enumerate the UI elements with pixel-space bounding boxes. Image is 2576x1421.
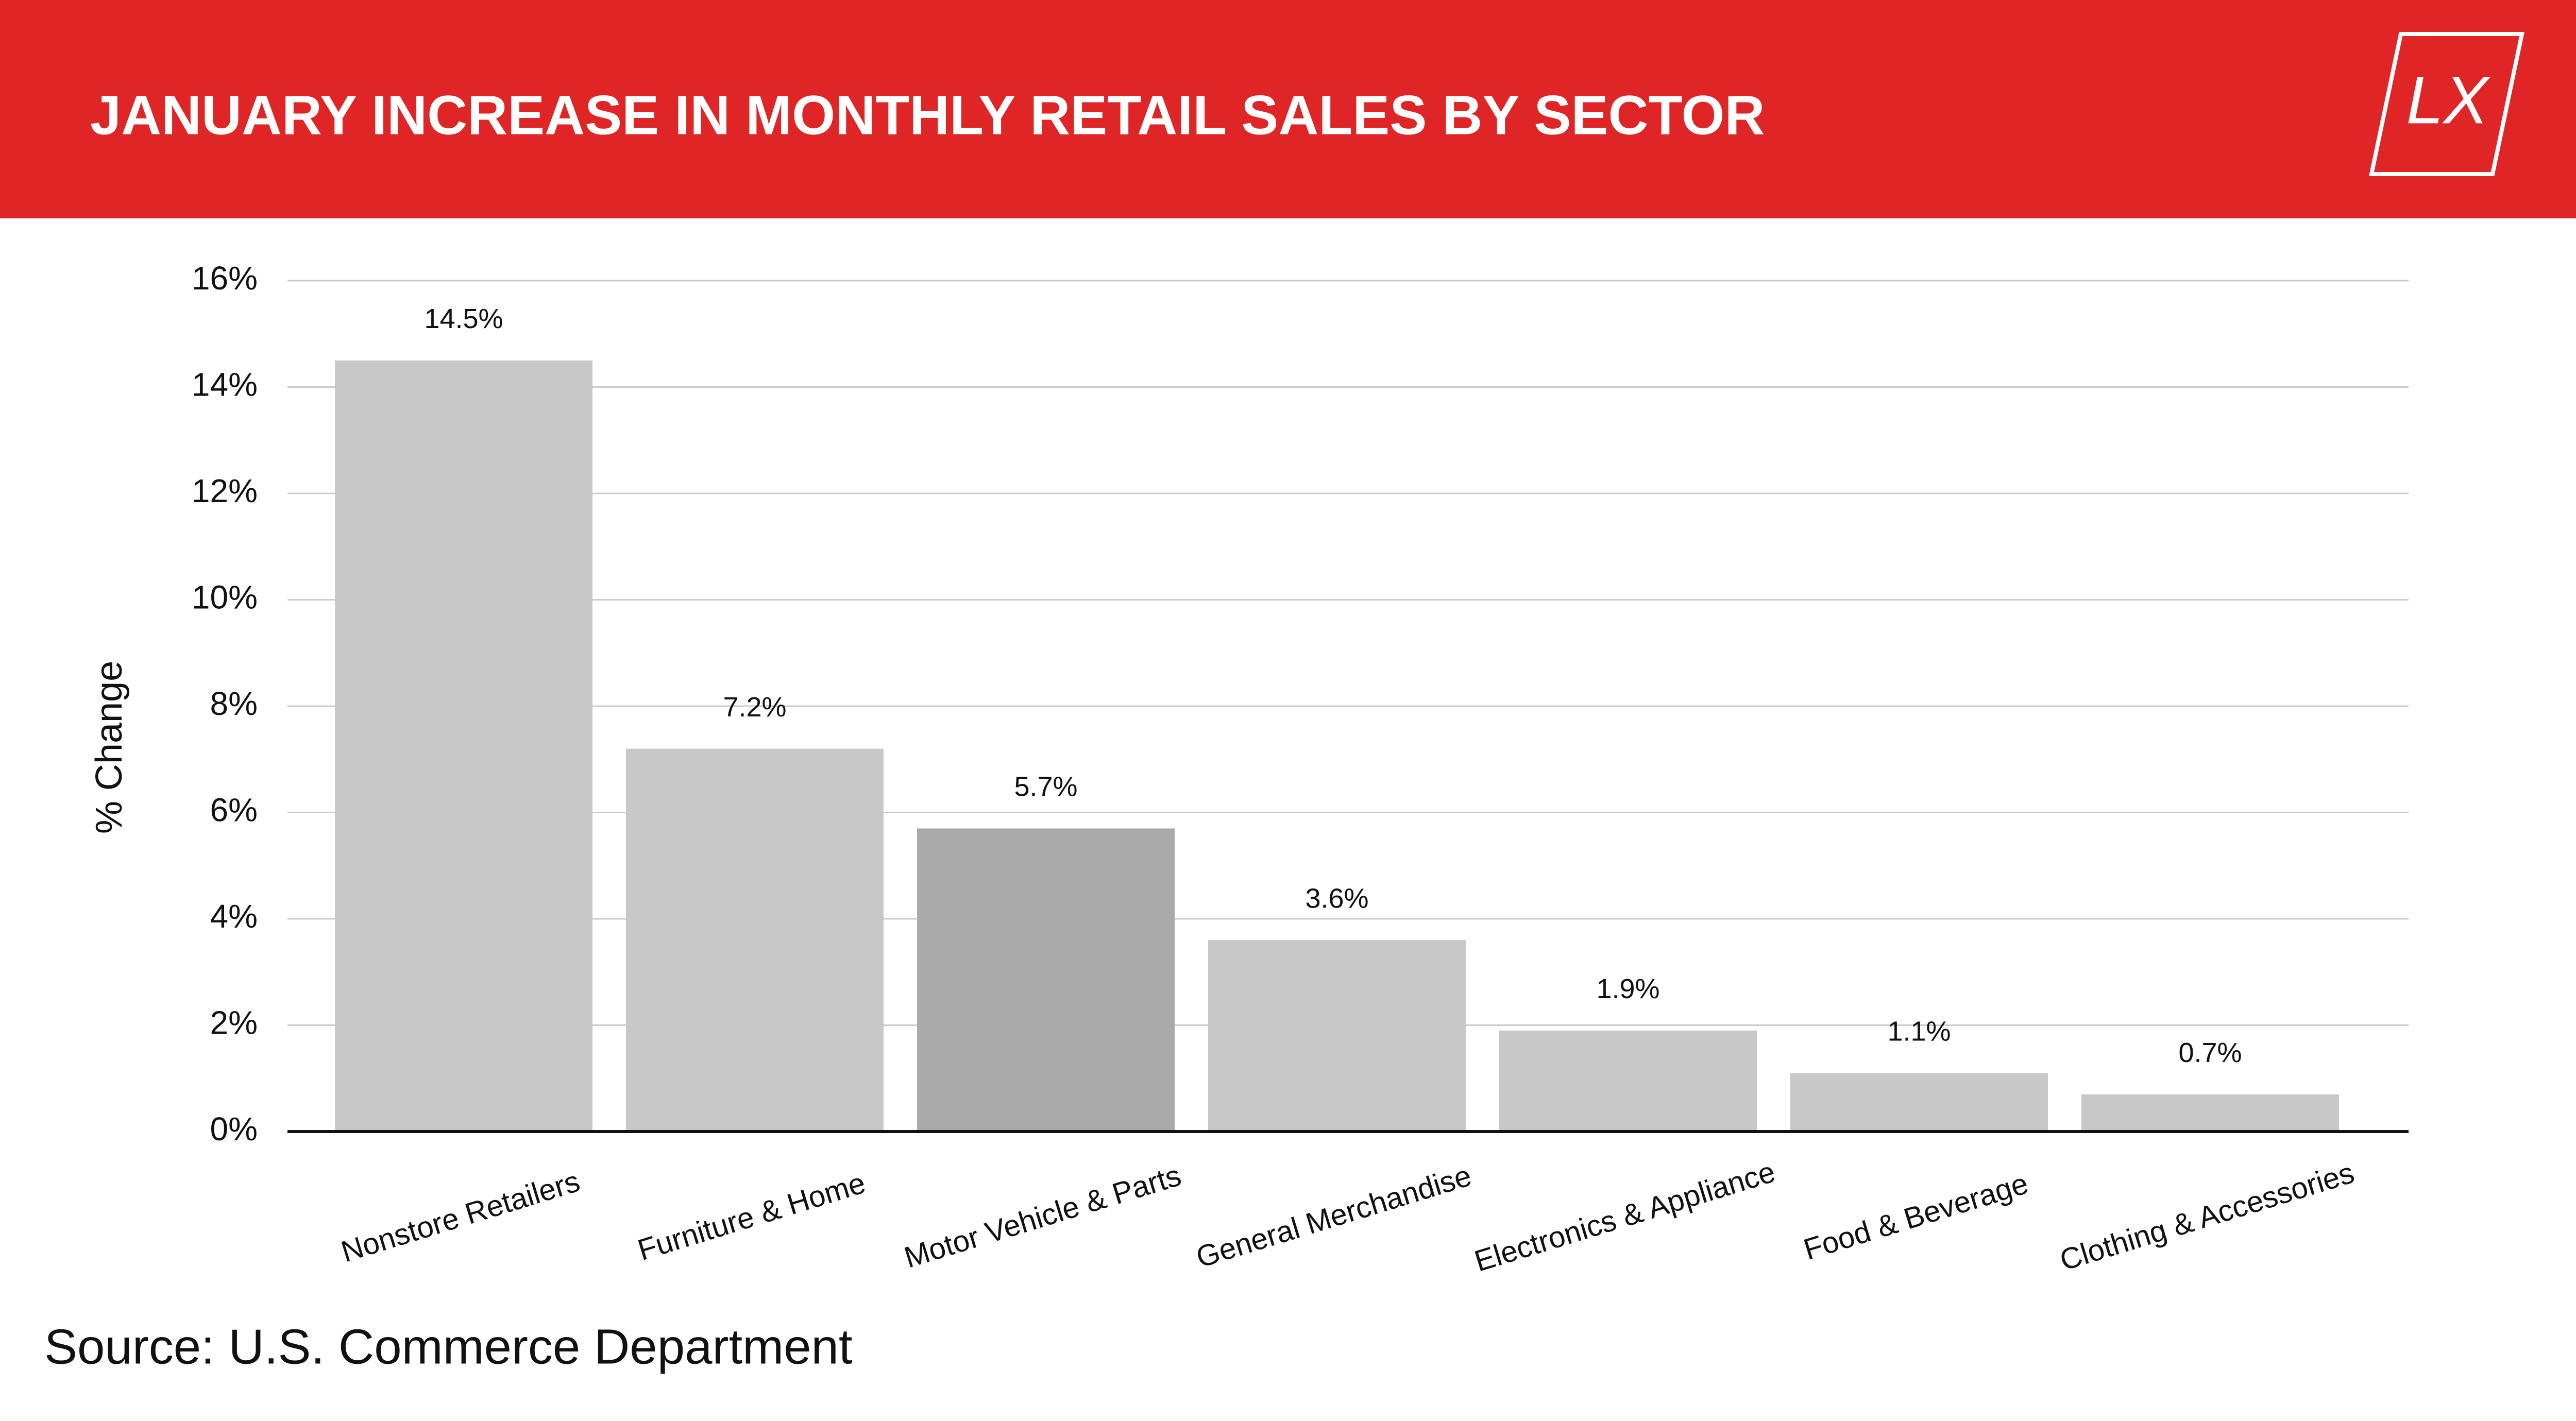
x-tick-label: Furniture & Home xyxy=(634,1166,869,1267)
y-tick-label: 0% xyxy=(210,1110,258,1148)
x-tick-label: General Merchandise xyxy=(1192,1159,1475,1274)
data-label: 0.7% xyxy=(2178,1037,2242,1068)
y-tick-label: 2% xyxy=(210,1004,258,1041)
bar xyxy=(335,360,592,1132)
header-band xyxy=(0,0,2576,218)
x-tick-label: Nonstore Retailers xyxy=(337,1165,584,1269)
source-note: Source: U.S. Commerce Department xyxy=(44,1319,853,1374)
data-label: 7.2% xyxy=(723,692,786,723)
data-label: 1.1% xyxy=(1887,1016,1951,1047)
y-axis-label: % Change xyxy=(89,661,130,834)
y-tick-label: 14% xyxy=(192,366,258,403)
y-tick-label: 8% xyxy=(210,685,258,722)
bar xyxy=(1790,1073,2048,1132)
logo-frame xyxy=(2369,32,2524,176)
x-tick-label: Electronics & Appliance xyxy=(1470,1155,1779,1278)
data-label: 3.6% xyxy=(1305,883,1368,914)
x-tick-label: Clothing & Accessories xyxy=(2056,1156,2358,1277)
data-label: 14.5% xyxy=(424,303,503,334)
bar xyxy=(1208,940,1466,1132)
y-tick-label: 4% xyxy=(210,898,258,935)
x-tick-label: Food & Beverage xyxy=(1800,1167,2032,1266)
chart-title: JANUARY INCREASE IN MONTHLY RETAIL SALES… xyxy=(90,84,1765,146)
x-tick-label: Motor Vehicle & Parts xyxy=(901,1158,1185,1274)
data-label: 5.7% xyxy=(1014,772,1077,802)
y-tick-label: 6% xyxy=(210,791,258,828)
bar xyxy=(2081,1094,2339,1132)
y-tick-label: 10% xyxy=(192,578,258,615)
bar xyxy=(917,828,1175,1132)
y-tick-label: 12% xyxy=(192,472,258,509)
logo: LX xyxy=(2406,62,2490,138)
data-label: 1.9% xyxy=(1596,973,1659,1004)
bar xyxy=(626,748,884,1132)
bar xyxy=(1499,1030,1757,1132)
y-tick-label: 16% xyxy=(192,260,258,297)
